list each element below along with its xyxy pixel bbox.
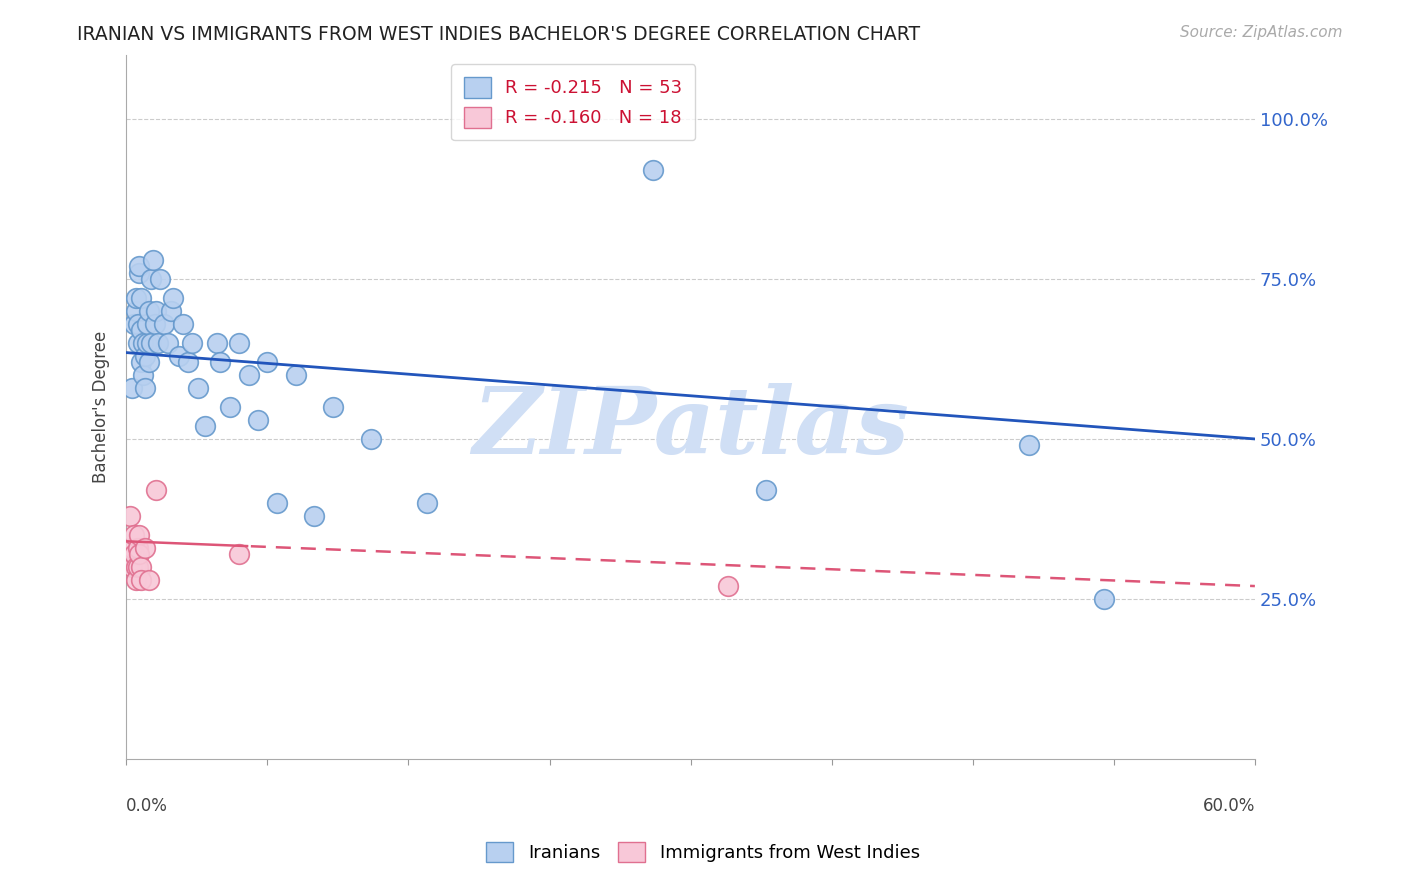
Text: ZIPatlas: ZIPatlas	[472, 383, 910, 473]
Y-axis label: Bachelor's Degree: Bachelor's Degree	[93, 331, 110, 483]
Point	[145, 304, 167, 318]
Point	[266, 496, 288, 510]
Point	[132, 368, 155, 382]
Point	[134, 349, 156, 363]
Point	[131, 560, 153, 574]
Text: 60.0%: 60.0%	[1202, 797, 1256, 815]
Point	[131, 573, 153, 587]
Point	[641, 163, 664, 178]
Point	[128, 528, 150, 542]
Point	[145, 483, 167, 497]
Point	[360, 432, 382, 446]
Text: 0.0%: 0.0%	[127, 797, 169, 815]
Point	[156, 336, 179, 351]
Legend: R = -0.215   N = 53, R = -0.160   N = 18: R = -0.215 N = 53, R = -0.160 N = 18	[451, 64, 695, 140]
Point	[138, 304, 160, 318]
Point	[127, 541, 149, 555]
Point	[122, 317, 145, 331]
Point	[238, 368, 260, 382]
Point	[120, 508, 142, 523]
Point	[128, 266, 150, 280]
Point	[167, 349, 190, 363]
Point	[1018, 438, 1040, 452]
Point	[416, 496, 439, 510]
Point	[127, 317, 149, 331]
Point	[131, 291, 153, 305]
Point	[181, 336, 204, 351]
Point	[132, 336, 155, 351]
Point	[1092, 591, 1115, 606]
Point	[131, 323, 153, 337]
Point	[218, 400, 240, 414]
Point	[322, 400, 344, 414]
Point	[149, 272, 172, 286]
Point	[138, 355, 160, 369]
Point	[125, 560, 148, 574]
Point	[228, 547, 250, 561]
Point	[177, 355, 200, 369]
Point	[134, 381, 156, 395]
Point	[127, 336, 149, 351]
Point	[138, 573, 160, 587]
Point	[127, 560, 149, 574]
Point	[128, 547, 150, 561]
Point	[139, 272, 162, 286]
Point	[284, 368, 307, 382]
Point	[125, 304, 148, 318]
Point	[122, 528, 145, 542]
Point	[148, 336, 170, 351]
Point	[160, 304, 183, 318]
Point	[125, 573, 148, 587]
Point	[142, 252, 165, 267]
Point	[121, 541, 143, 555]
Point	[143, 317, 166, 331]
Text: IRANIAN VS IMMIGRANTS FROM WEST INDIES BACHELOR'S DEGREE CORRELATION CHART: IRANIAN VS IMMIGRANTS FROM WEST INDIES B…	[77, 25, 921, 44]
Point	[122, 547, 145, 561]
Point	[228, 336, 250, 351]
Point	[246, 413, 269, 427]
Legend: Iranians, Immigrants from West Indies: Iranians, Immigrants from West Indies	[479, 834, 927, 870]
Point	[256, 355, 278, 369]
Point	[128, 259, 150, 273]
Point	[136, 317, 159, 331]
Point	[187, 381, 209, 395]
Point	[755, 483, 778, 497]
Point	[205, 336, 228, 351]
Text: Source: ZipAtlas.com: Source: ZipAtlas.com	[1180, 25, 1343, 40]
Point	[209, 355, 232, 369]
Point	[717, 579, 740, 593]
Point	[121, 560, 143, 574]
Point	[194, 419, 217, 434]
Point	[162, 291, 184, 305]
Point	[304, 508, 326, 523]
Point	[131, 355, 153, 369]
Point	[121, 381, 143, 395]
Point	[172, 317, 194, 331]
Point	[125, 291, 148, 305]
Point	[153, 317, 176, 331]
Point	[139, 336, 162, 351]
Point	[134, 541, 156, 555]
Point	[136, 336, 159, 351]
